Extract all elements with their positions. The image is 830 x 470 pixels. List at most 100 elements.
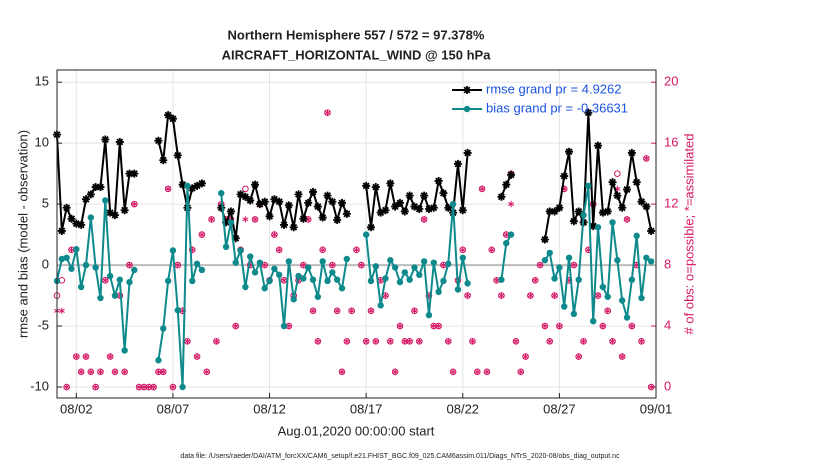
assimilated-marker	[628, 322, 635, 330]
point-marker	[453, 159, 462, 168]
point-marker	[295, 272, 302, 280]
point-marker	[440, 277, 447, 285]
footnote: data file: /Users/raeder/DAI/ATM_forcXX/…	[180, 453, 620, 460]
point-marker	[265, 212, 274, 221]
point-marker	[580, 211, 587, 219]
point-marker	[623, 314, 631, 321]
point-marker	[391, 202, 400, 211]
point-marker	[406, 276, 413, 283]
point-marker	[280, 220, 289, 229]
legend-marker	[463, 86, 471, 94]
assimilated-marker	[276, 246, 283, 254]
point-marker	[67, 214, 76, 223]
point-marker	[251, 269, 259, 276]
y-tick-label: 0	[42, 257, 49, 272]
assimilated-marker	[208, 216, 215, 223]
assimilated-marker	[353, 246, 360, 254]
assimilated-marker	[570, 261, 577, 269]
point-marker	[68, 265, 75, 272]
point-marker	[73, 246, 80, 253]
x-tick-label: 08/02	[60, 401, 93, 416]
point-marker	[424, 205, 433, 214]
point-marker	[333, 215, 342, 224]
point-marker	[102, 197, 109, 204]
assimilated-marker	[121, 368, 128, 375]
point-marker	[226, 207, 235, 216]
point-marker	[589, 222, 598, 231]
point-marker	[197, 179, 206, 188]
point-marker	[594, 224, 602, 231]
point-marker	[434, 176, 443, 185]
point-marker	[387, 257, 394, 264]
point-marker	[164, 111, 173, 120]
point-marker	[618, 203, 627, 212]
point-marker	[362, 231, 370, 238]
point-marker	[560, 172, 569, 181]
point-marker	[231, 234, 240, 243]
point-marker	[561, 303, 568, 310]
point-marker	[396, 278, 404, 286]
point-marker	[400, 207, 409, 216]
point-marker	[304, 198, 313, 207]
point-marker	[270, 195, 279, 204]
point-marker	[218, 189, 225, 197]
point-marker	[415, 205, 424, 214]
point-marker	[598, 208, 607, 217]
chart-subtitle: AIRCRAFT_HORIZONTAL_WIND @ 150 hPa	[222, 47, 492, 62]
point-marker	[599, 283, 607, 291]
point-marker	[445, 260, 452, 268]
point-marker	[318, 213, 327, 222]
point-marker	[551, 275, 558, 282]
assimilated-marker	[87, 368, 94, 375]
point-marker	[545, 207, 554, 216]
point-marker	[266, 277, 273, 285]
assimilated-marker	[203, 368, 210, 375]
point-marker	[411, 264, 418, 271]
point-marker	[126, 278, 133, 286]
point-marker	[410, 202, 419, 211]
point-marker	[643, 254, 650, 261]
point-marker	[87, 214, 95, 221]
point-marker	[642, 202, 651, 211]
point-marker	[246, 196, 255, 205]
point-marker	[309, 276, 317, 283]
point-marker	[294, 190, 303, 199]
point-marker	[329, 269, 336, 276]
point-marker	[628, 276, 636, 283]
point-marker	[333, 276, 341, 283]
assimilated-marker	[194, 353, 201, 360]
point-marker	[62, 203, 71, 212]
point-marker	[338, 198, 347, 207]
y-axis-label: rmse and bias (model - observation)	[15, 130, 30, 338]
assimilated-marker	[483, 368, 490, 375]
point-marker	[179, 383, 186, 391]
assimilated-marker	[271, 231, 278, 238]
assimilated-marker	[609, 338, 616, 345]
point-marker	[637, 197, 646, 206]
point-marker	[439, 189, 448, 198]
assimilated-marker	[82, 353, 90, 360]
assimilated-marker	[102, 277, 109, 284]
point-marker	[454, 286, 462, 293]
point-marker	[57, 226, 66, 235]
point-marker	[92, 264, 99, 271]
point-marker	[575, 276, 582, 283]
point-marker	[178, 180, 187, 189]
point-marker	[416, 271, 423, 279]
point-marker	[604, 293, 611, 300]
point-marker	[106, 208, 115, 217]
point-marker	[313, 202, 322, 211]
point-marker	[618, 297, 626, 304]
point-marker	[260, 197, 269, 206]
assimilated-marker	[136, 383, 143, 391]
point-marker	[338, 285, 346, 292]
point-marker	[429, 203, 438, 212]
y-tick-label: 15	[35, 74, 49, 89]
point-marker	[120, 206, 129, 215]
assimilated-marker	[401, 338, 408, 345]
point-marker	[116, 276, 123, 283]
point-marker	[251, 180, 260, 189]
point-marker	[603, 207, 612, 216]
assimilated-marker	[421, 216, 428, 223]
